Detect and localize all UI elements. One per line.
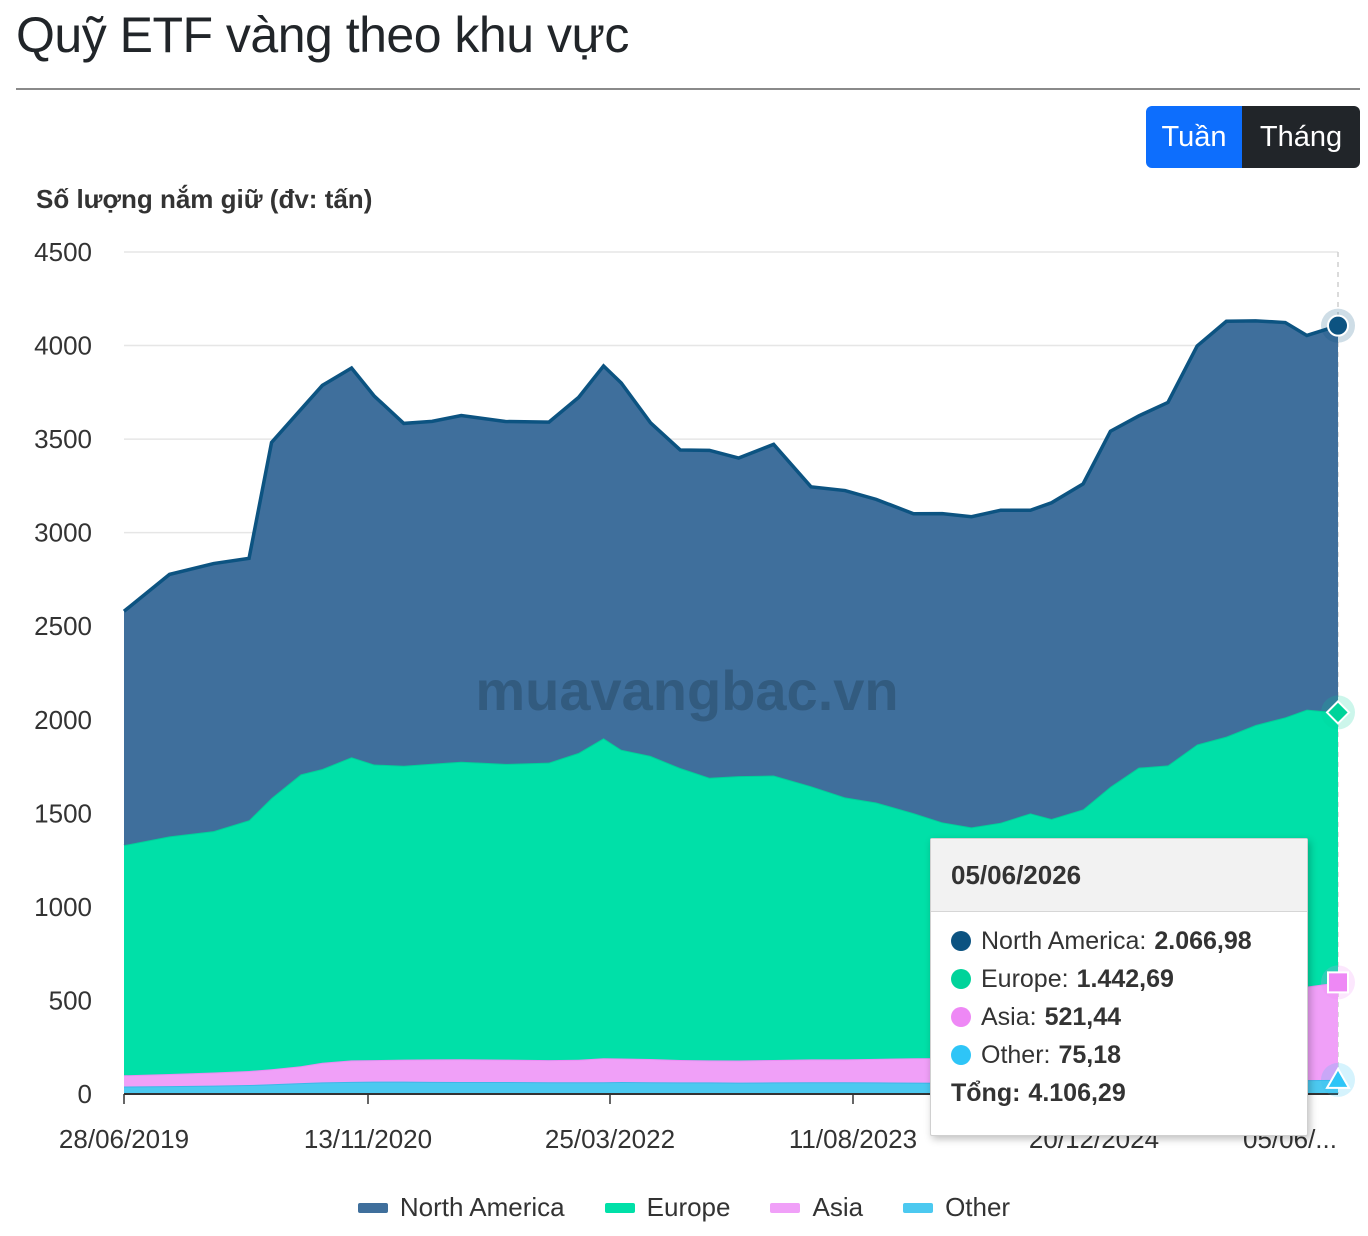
y-axis-title: Số lượng nắm giữ (đv: tấn) bbox=[36, 184, 373, 214]
y-tick-label: 1000 bbox=[34, 892, 92, 922]
y-tick-label: 2000 bbox=[34, 705, 92, 735]
north-america-dot-icon bbox=[951, 931, 971, 951]
asia-marker-icon bbox=[1327, 971, 1349, 994]
tooltip-label: Europe: bbox=[981, 964, 1069, 993]
area-north-america[interactable] bbox=[124, 320, 1338, 846]
other-dot-icon bbox=[951, 1045, 971, 1065]
y-axis-ticks: 0 500 1000 1500 2000 2500 3000 3500 4000 4500 bbox=[34, 237, 92, 1109]
y-tick-label: 500 bbox=[49, 985, 92, 1015]
tooltip-total-label: Tổng: bbox=[951, 1078, 1021, 1107]
tooltip-label: Other: bbox=[981, 1040, 1051, 1069]
tooltip: 05/06/2026 North America: 2.066,98 Europ… bbox=[930, 838, 1308, 1136]
other-swatch-icon bbox=[903, 1202, 934, 1213]
tooltip-date: 05/06/2026 bbox=[931, 839, 1307, 912]
europe-swatch-icon bbox=[604, 1202, 635, 1213]
y-tick-label: 3000 bbox=[34, 518, 92, 548]
hover-markers bbox=[1321, 308, 1355, 1097]
tooltip-total: Tổng: 4.106,29 bbox=[951, 1074, 1287, 1112]
legend-label: Asia bbox=[812, 1192, 864, 1222]
tooltip-label: Asia: bbox=[981, 1002, 1037, 1031]
tooltip-value: 1.442,69 bbox=[1076, 964, 1174, 993]
watermark: muavangbac.vn bbox=[475, 659, 898, 722]
tooltip-row-asia: Asia: 521,44 bbox=[951, 998, 1287, 1036]
y-tick-label: 0 bbox=[78, 1079, 92, 1109]
legend-item-europe[interactable]: Europe bbox=[604, 1192, 731, 1223]
legend-label: Europe bbox=[646, 1192, 731, 1222]
tooltip-value: 75,18 bbox=[1058, 1040, 1122, 1069]
tooltip-row-other: Other: 75,18 bbox=[951, 1036, 1287, 1074]
x-tick-label: 11/08/2023 bbox=[789, 1124, 917, 1154]
north-america-swatch-icon bbox=[357, 1202, 388, 1213]
x-tick-label: 13/11/2020 bbox=[304, 1124, 432, 1154]
week-button[interactable]: Tuần bbox=[1146, 106, 1242, 168]
legend-item-north-america[interactable]: North America bbox=[357, 1192, 565, 1223]
tooltip-row-north-america: North America: 2.066,98 bbox=[951, 922, 1287, 960]
legend-item-asia[interactable]: Asia bbox=[770, 1192, 863, 1223]
tooltip-row-europe: Europe: 1.442,69 bbox=[951, 960, 1287, 998]
x-tick-label: 25/03/2022 bbox=[545, 1124, 675, 1154]
legend-label: Other bbox=[945, 1192, 1011, 1222]
asia-dot-icon bbox=[951, 1007, 971, 1027]
asia-swatch-icon bbox=[770, 1202, 801, 1213]
legend-item-other[interactable]: Other bbox=[903, 1192, 1010, 1223]
x-tick-label: 28/06/2019 bbox=[59, 1124, 189, 1154]
y-tick-label: 2500 bbox=[34, 611, 92, 641]
europe-marker-icon bbox=[1325, 700, 1351, 725]
month-button[interactable]: Tháng bbox=[1242, 106, 1360, 168]
title-divider bbox=[16, 88, 1360, 90]
tooltip-value: 2.066,98 bbox=[1154, 926, 1252, 955]
europe-dot-icon bbox=[951, 969, 971, 989]
tooltip-total-value: 4.106,29 bbox=[1028, 1078, 1126, 1107]
north-america-marker-icon bbox=[1327, 314, 1349, 337]
tooltip-label: North America: bbox=[981, 926, 1147, 955]
other-marker-icon bbox=[1325, 1066, 1351, 1089]
y-tick-label: 4500 bbox=[34, 237, 92, 267]
period-toggle: Tuần Tháng bbox=[1146, 106, 1360, 168]
legend-label: North America bbox=[399, 1192, 565, 1222]
y-tick-label: 3500 bbox=[34, 424, 92, 454]
line-north-america bbox=[122, 319, 1339, 613]
legend: North America Europe Asia Other bbox=[0, 1192, 1368, 1223]
tooltip-value: 521,44 bbox=[1044, 1002, 1122, 1031]
y-tick-label: 4000 bbox=[34, 331, 92, 361]
page-title: Quỹ ETF vàng theo khu vực bbox=[16, 7, 629, 63]
y-tick-label: 1500 bbox=[34, 798, 92, 828]
